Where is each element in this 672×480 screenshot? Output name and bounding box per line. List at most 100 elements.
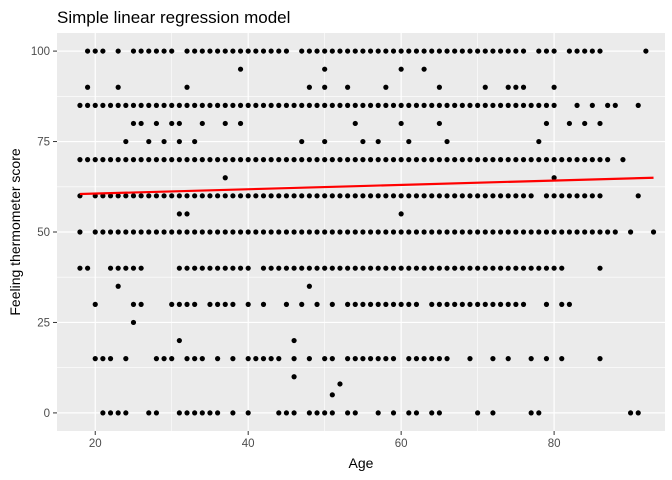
data-point: [283, 48, 290, 54]
data-point: [421, 265, 427, 271]
data-point: [237, 157, 244, 163]
data-point: [520, 229, 527, 235]
data-point: [84, 48, 91, 54]
data-point: [130, 102, 137, 108]
data-point: [84, 265, 91, 271]
data-point: [452, 229, 458, 235]
data-point: [375, 102, 381, 108]
data-point: [398, 265, 404, 271]
data-point: [176, 138, 182, 145]
data-point: [520, 193, 527, 199]
data-point: [253, 193, 259, 199]
data-point: [84, 102, 91, 108]
data-point: [169, 157, 175, 163]
data-point: [490, 229, 496, 235]
data-point: [123, 157, 129, 163]
data-point: [620, 157, 626, 163]
data-point: [314, 157, 320, 163]
data-point: [582, 193, 588, 199]
data-point: [184, 102, 190, 108]
data-point: [237, 120, 244, 127]
data-point: [345, 356, 351, 362]
data-point: [176, 337, 182, 344]
data-point: [192, 138, 198, 145]
data-point: [260, 301, 267, 307]
data-point: [215, 48, 221, 54]
data-point: [146, 229, 152, 235]
data-point: [375, 193, 381, 199]
data-point: [375, 157, 381, 163]
x-tick-label: 40: [242, 438, 255, 450]
data-point: [589, 193, 595, 199]
data-point: [329, 102, 335, 108]
data-point: [230, 102, 236, 108]
data-point: [306, 84, 312, 90]
data-point: [207, 229, 213, 235]
data-point: [513, 301, 519, 307]
data-point: [291, 229, 297, 235]
data-point: [390, 301, 397, 307]
data-point: [520, 157, 527, 163]
data-point: [490, 193, 496, 199]
data-point: [260, 48, 267, 54]
data-point: [543, 120, 550, 127]
data-point: [207, 301, 213, 307]
data-point: [497, 102, 504, 108]
data-point: [505, 157, 511, 163]
data-point: [375, 229, 381, 235]
data-point: [100, 102, 106, 108]
data-point: [192, 229, 198, 235]
data-point: [207, 193, 213, 199]
data-point: [253, 157, 259, 163]
data-point: [467, 48, 473, 54]
data-point: [146, 410, 152, 416]
data-point: [444, 48, 450, 54]
data-point: [199, 120, 205, 127]
data-point: [329, 410, 335, 416]
data-point: [627, 229, 634, 235]
data-point: [260, 229, 267, 235]
data-point: [582, 48, 588, 54]
data-point: [429, 265, 435, 271]
data-point: [367, 193, 374, 199]
data-point: [444, 301, 450, 307]
data-point: [138, 120, 144, 127]
data-point: [192, 48, 198, 54]
data-point: [322, 84, 328, 90]
data-point: [352, 301, 358, 307]
data-point: [436, 410, 442, 416]
data-point: [345, 102, 351, 108]
x-axis-title: Age: [349, 455, 374, 471]
data-point: [153, 229, 160, 235]
data-point: [375, 48, 381, 54]
data-point: [161, 48, 167, 54]
data-point: [322, 193, 328, 199]
data-point: [245, 356, 251, 362]
data-point: [337, 48, 343, 54]
data-point: [551, 84, 557, 90]
data-point: [230, 265, 236, 271]
data-point: [207, 265, 213, 271]
data-point: [184, 410, 190, 416]
data-point: [635, 410, 641, 416]
data-point: [559, 301, 565, 307]
data-point: [84, 84, 91, 90]
data-point: [153, 356, 160, 362]
data-point: [566, 229, 573, 235]
data-point: [230, 301, 236, 307]
data-point: [153, 157, 160, 163]
data-point: [413, 157, 420, 163]
data-point: [589, 48, 595, 54]
data-point: [490, 48, 496, 54]
data-point: [505, 265, 511, 271]
data-point: [475, 102, 481, 108]
data-point: [436, 356, 442, 362]
data-point: [138, 157, 144, 163]
data-point: [100, 356, 106, 362]
data-point: [429, 193, 435, 199]
data-point: [123, 356, 129, 362]
data-point: [490, 157, 496, 163]
data-point: [536, 157, 542, 163]
data-point: [123, 102, 129, 108]
data-point: [176, 102, 182, 108]
